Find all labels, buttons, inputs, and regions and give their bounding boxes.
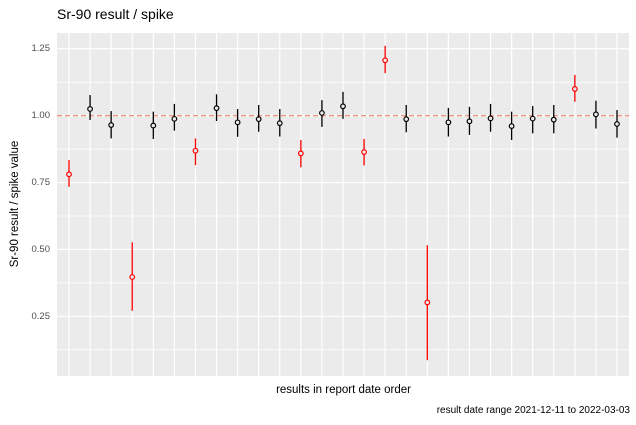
y-axis-tick-label: 1.25 [31, 43, 51, 54]
data-point [276, 120, 283, 127]
y-axis-tick-label: 1.00 [31, 110, 51, 121]
data-point [445, 119, 452, 126]
data-point [382, 57, 389, 64]
data-point [192, 147, 199, 154]
data-point [297, 150, 304, 157]
y-axis-title: Sr-90 result / spike value [9, 140, 21, 268]
data-point [150, 122, 157, 129]
data-point [213, 105, 220, 112]
data-point [487, 115, 494, 122]
data-point [529, 115, 536, 122]
y-axis-tick-label: 0.50 [31, 244, 51, 255]
data-point [234, 119, 241, 126]
data-point [424, 299, 431, 306]
data-point [466, 118, 473, 125]
x-axis-title: results in report date order [276, 384, 411, 396]
data-point [255, 116, 262, 123]
chart-title: Sr-90 result / spike [57, 6, 174, 22]
y-axis-tick-label: 0.25 [31, 311, 51, 322]
data-point [319, 110, 325, 116]
data-point [66, 171, 72, 178]
data-point [171, 115, 178, 122]
data-point [571, 86, 578, 92]
data-point [593, 111, 599, 118]
data-point [87, 106, 93, 112]
y-axis-tick-label: 0.75 [31, 177, 51, 188]
chart-caption: result date range 2021-12-11 to 2022-03-… [436, 405, 630, 416]
data-point [129, 274, 136, 280]
data-point [614, 121, 620, 127]
data-point [403, 116, 410, 123]
data-point [550, 116, 557, 123]
data-point [361, 149, 367, 155]
data-point [340, 103, 346, 110]
data-point [508, 123, 515, 130]
data-point [108, 122, 115, 128]
